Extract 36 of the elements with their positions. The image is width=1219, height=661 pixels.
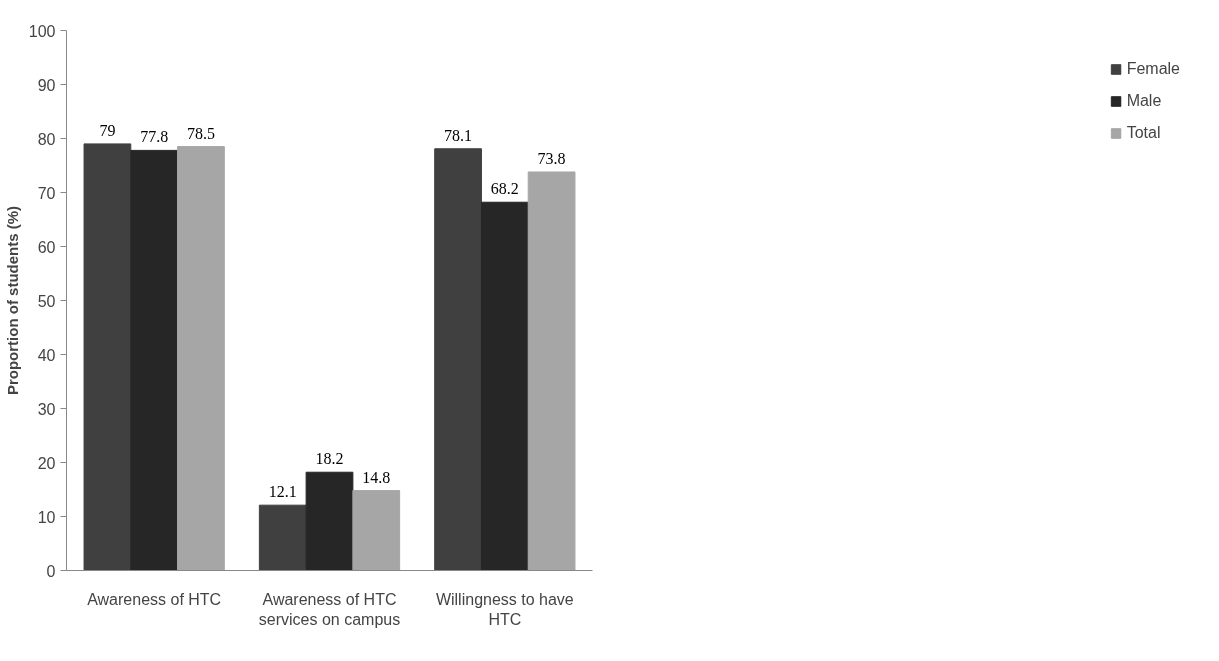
legend-label: Female	[1126, 60, 1180, 78]
bar	[258, 504, 307, 571]
bar	[83, 143, 132, 571]
legend-label: Total	[1126, 124, 1161, 142]
data-label: 79	[99, 121, 116, 139]
y-tick-label: 50	[37, 292, 56, 310]
bar	[305, 471, 354, 571]
data-label: 78.5	[186, 124, 215, 142]
data-label: 12.1	[268, 483, 297, 501]
x-tick-label: Awareness of HTC services on campus	[258, 590, 401, 628]
data-label: 14.8	[362, 468, 391, 486]
y-tick-label: 70	[37, 184, 56, 202]
y-tick-label: 80	[37, 130, 56, 148]
data-label: 18.2	[315, 450, 344, 468]
bar	[130, 149, 179, 571]
y-tick-label: 100	[28, 22, 56, 40]
y-tick-label: 0	[46, 562, 56, 580]
y-tick-label: 30	[37, 400, 56, 418]
y-tick-label: 40	[37, 346, 56, 364]
bar	[177, 146, 225, 571]
data-label: 77.8	[140, 128, 169, 146]
data-label: 78.1	[444, 126, 473, 144]
bar	[480, 201, 529, 571]
bar	[434, 148, 482, 571]
y-tick-label: 20	[37, 454, 56, 472]
y-tick-label: 10	[37, 508, 56, 526]
y-tick-label: 60	[37, 238, 56, 256]
data-label: 68.2	[490, 180, 519, 198]
legend-label: Male	[1126, 92, 1162, 110]
x-tick-label: Awareness of HTC	[87, 590, 222, 608]
bar	[352, 490, 401, 571]
y-axis-title: Proportion of students (%)	[3, 205, 21, 396]
y-tick-label: 90	[37, 76, 56, 94]
x-tick-label: Willingness to have HTC	[435, 590, 574, 628]
data-label: 73.8	[537, 149, 566, 167]
bar	[527, 171, 576, 571]
